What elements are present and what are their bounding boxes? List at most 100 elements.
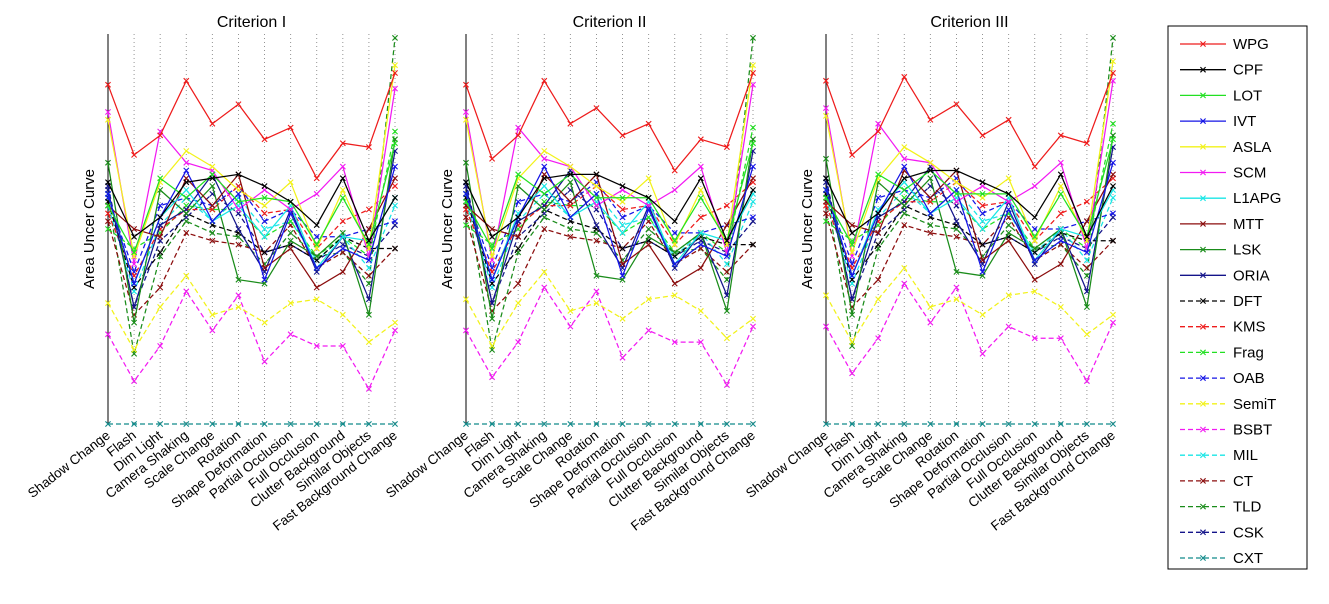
data-point (183, 167, 190, 174)
data-point (645, 233, 652, 240)
series-oria (823, 144, 1116, 303)
data-point (365, 206, 372, 213)
data-point (1031, 226, 1038, 232)
data-point (723, 335, 730, 342)
panel-1: Criterion I Area Uncer Curve Shadow Change… (25, 14, 400, 534)
data-point (235, 171, 242, 178)
data-point (901, 280, 908, 287)
data-point (875, 194, 882, 201)
legend-marker (1200, 220, 1206, 227)
data-point (901, 265, 908, 271)
data-point (849, 249, 856, 256)
legend-item-frag: Frag (1180, 344, 1264, 361)
legend-item-tld: TLD (1180, 499, 1262, 516)
data-point (209, 120, 216, 127)
data-point (1110, 171, 1116, 178)
legend-item-lsk: LSK (1180, 242, 1261, 259)
panel-title: Criterion I (217, 14, 286, 31)
series-line (107, 65, 396, 259)
data-point (131, 151, 138, 158)
data-point (313, 421, 320, 427)
series-line (107, 185, 396, 310)
data-point (593, 272, 600, 279)
data-point (750, 323, 756, 330)
data-point (593, 288, 600, 295)
data-point (1083, 421, 1090, 427)
data-point (567, 323, 574, 330)
series-asla (105, 62, 398, 260)
data-point (593, 222, 600, 229)
data-point (723, 222, 730, 229)
data-point (697, 307, 704, 314)
data-point (1057, 237, 1064, 244)
legend-label: TLD (1233, 499, 1262, 516)
legend-marker (1200, 529, 1206, 536)
data-point (979, 241, 986, 248)
data-point (645, 296, 652, 303)
data-point (339, 421, 346, 427)
data-point (209, 229, 216, 236)
legend-box (1167, 25, 1308, 570)
series-line (465, 143, 754, 251)
data-point (901, 222, 908, 229)
data-point (392, 85, 398, 92)
data-point (157, 249, 164, 256)
data-point (723, 382, 730, 388)
legend-label: CXT (1233, 550, 1263, 567)
data-point (339, 163, 346, 170)
data-point (1083, 378, 1090, 385)
data-point (541, 190, 548, 197)
data-point (979, 421, 986, 427)
data-point (849, 222, 856, 229)
data-point (593, 105, 600, 112)
data-point (593, 421, 600, 427)
data-point (261, 276, 268, 283)
series-line (107, 143, 396, 254)
series-ivt (105, 163, 398, 287)
legend-marker (1200, 426, 1206, 433)
data-point (261, 194, 268, 201)
legend-item-ct: CT (1180, 473, 1253, 490)
data-point (953, 179, 960, 186)
data-point (567, 226, 574, 232)
data-point (515, 280, 522, 287)
data-point (1057, 190, 1064, 197)
data-point (1110, 311, 1116, 318)
data-point (183, 218, 190, 225)
data-point (489, 245, 496, 252)
data-point (313, 296, 320, 303)
data-point (619, 222, 626, 229)
data-point (671, 421, 678, 427)
data-point (183, 272, 190, 279)
data-point (697, 214, 704, 221)
legend-item-bsbt: BSBT (1180, 422, 1272, 439)
legend-item-asla: ASLA (1180, 139, 1271, 156)
data-point (619, 315, 626, 322)
data-point (392, 202, 398, 209)
data-point (235, 206, 242, 213)
data-point (979, 257, 986, 264)
data-point (927, 319, 934, 326)
data-point (849, 151, 856, 158)
data-point (489, 276, 496, 283)
data-point (750, 34, 756, 41)
data-point (1057, 421, 1064, 427)
series-semit (463, 268, 756, 349)
data-point (901, 210, 908, 217)
data-point (927, 194, 934, 201)
data-point (287, 421, 294, 427)
data-point (1031, 214, 1038, 221)
data-point (1083, 331, 1090, 338)
data-point (750, 187, 756, 193)
data-point (1057, 226, 1064, 232)
series-line (465, 197, 753, 285)
data-point (541, 214, 548, 221)
data-point (392, 128, 398, 135)
series-line (107, 290, 396, 391)
data-point (365, 265, 372, 271)
data-point (619, 272, 626, 279)
data-point (671, 339, 678, 346)
data-point (875, 335, 882, 342)
series-line (107, 196, 396, 294)
data-point (619, 194, 626, 201)
